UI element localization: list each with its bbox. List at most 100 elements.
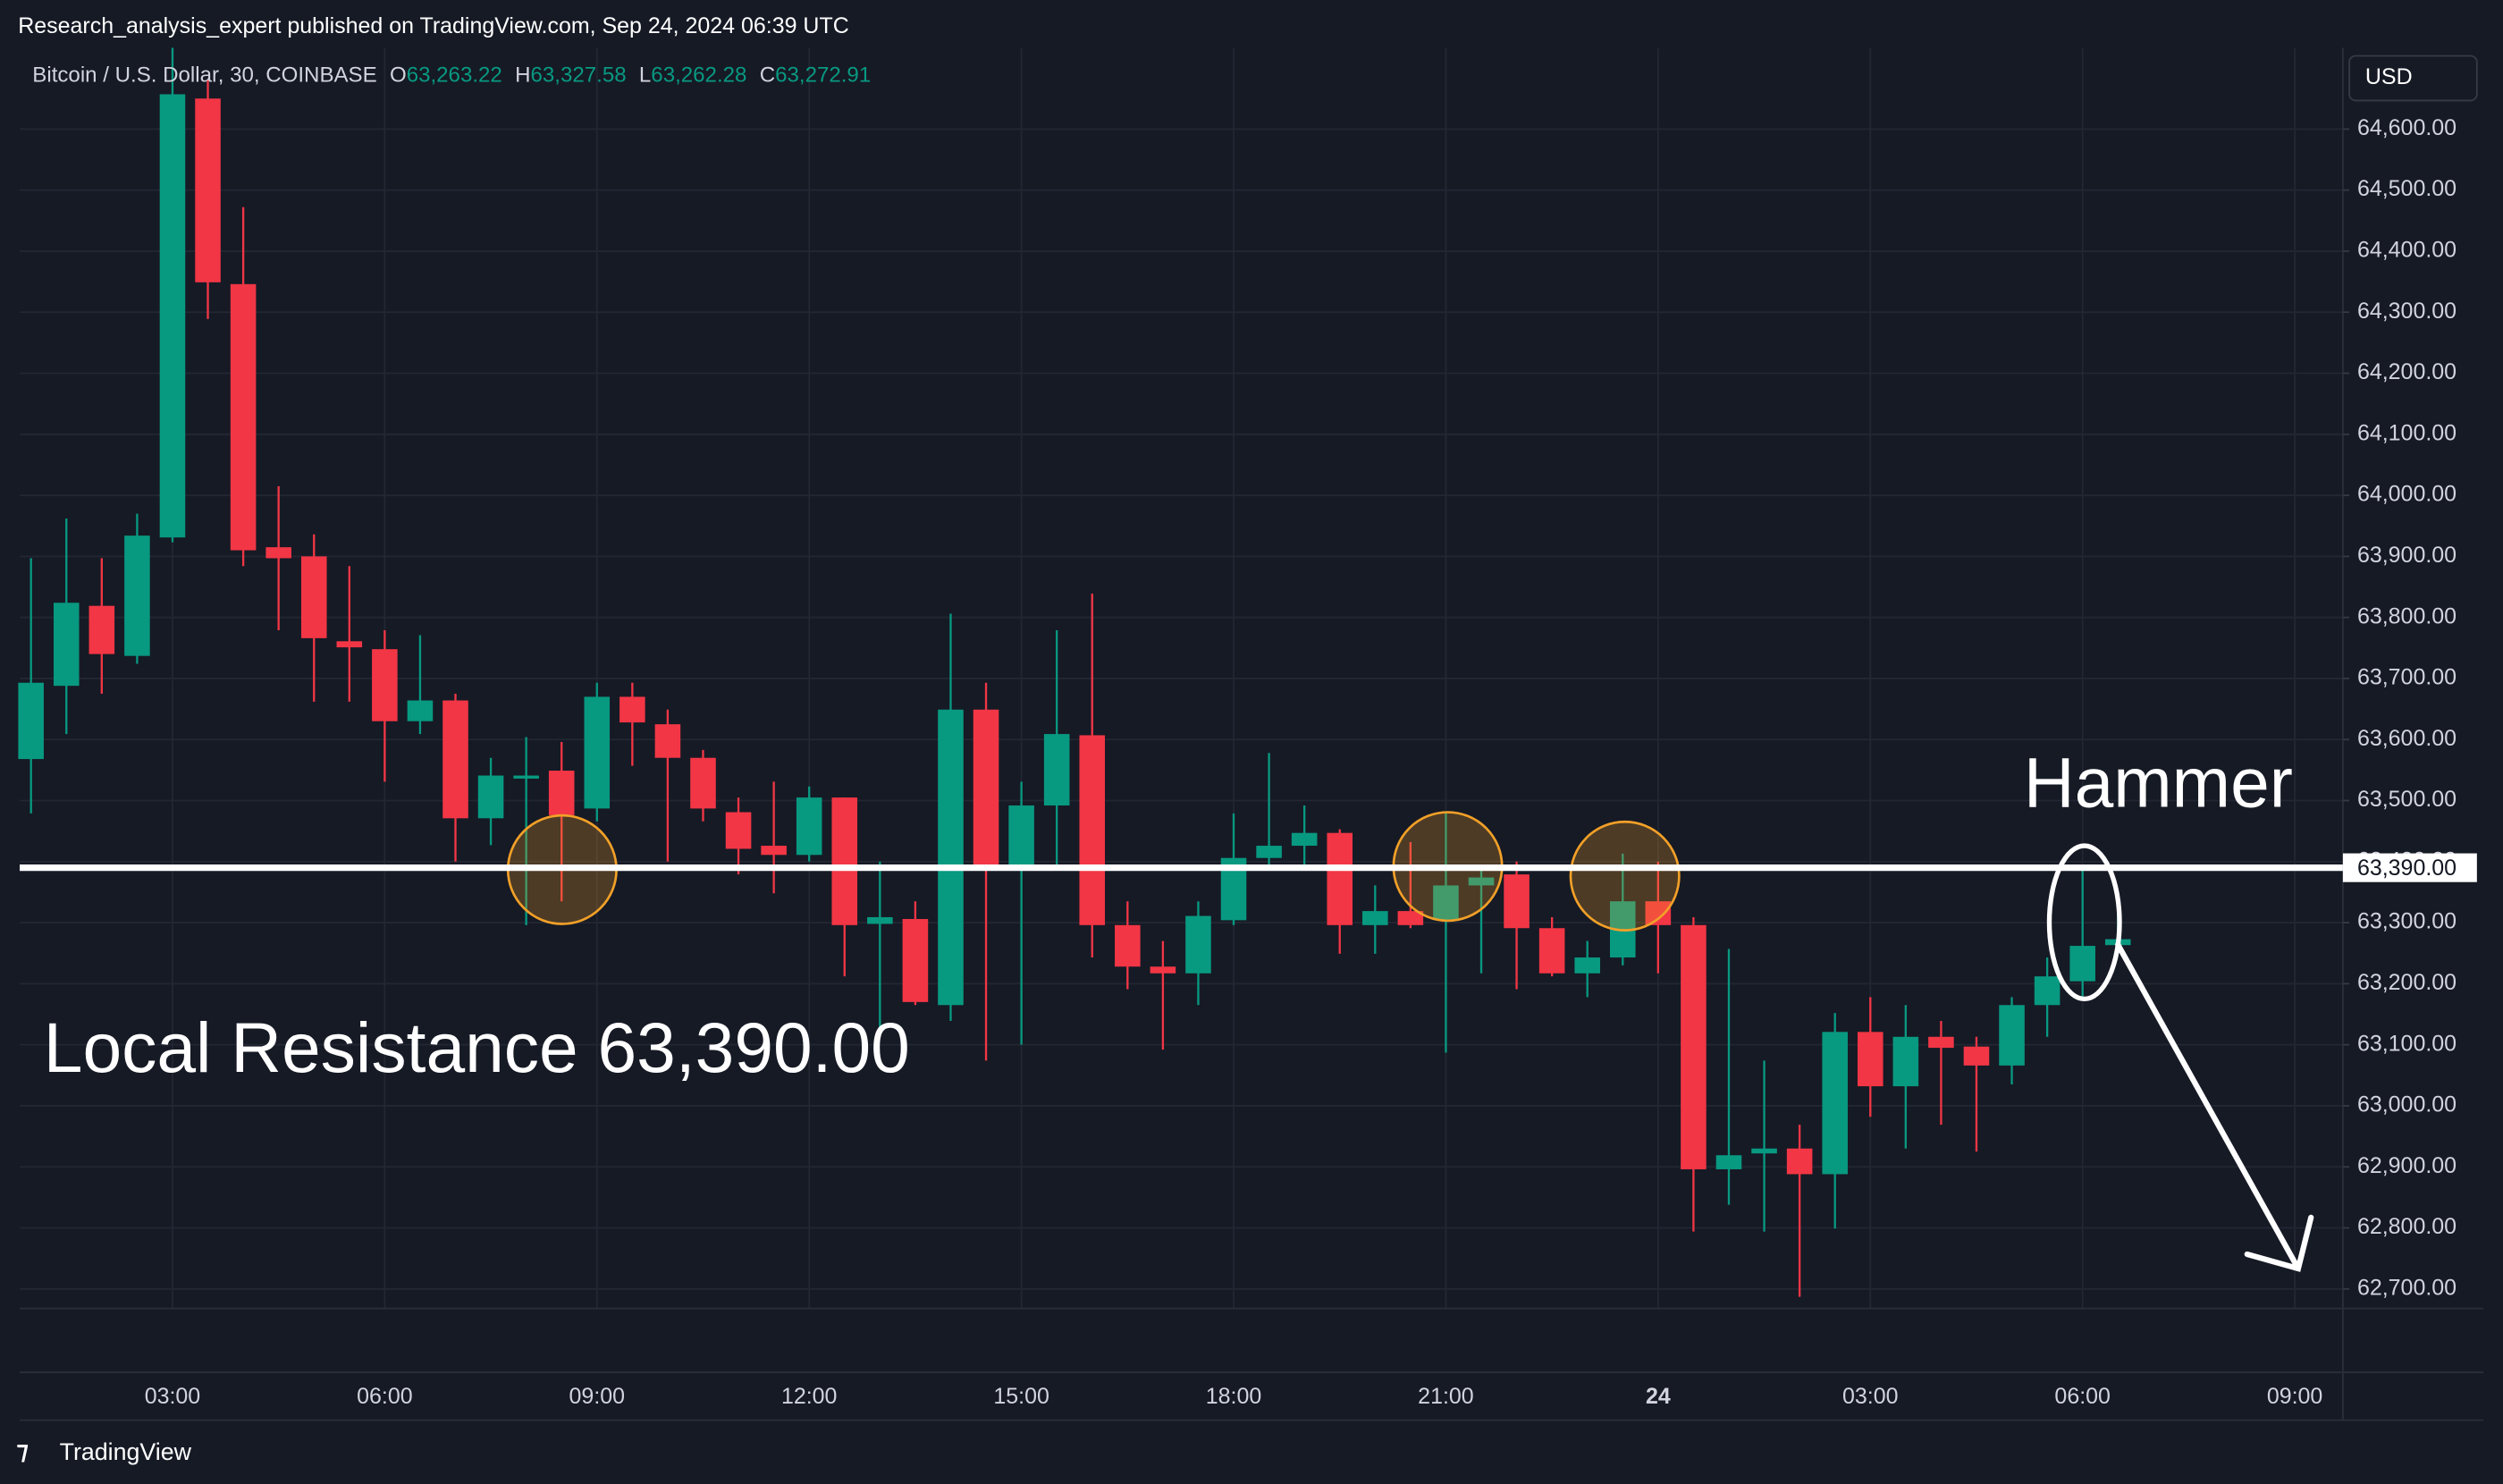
candle-body [725,812,752,849]
candle-body [1008,805,1034,870]
candle-body [1468,877,1495,886]
candle-body [300,556,327,638]
candle-body [1504,874,1530,929]
candle-body [1681,924,1707,1169]
candle-body [1715,1155,1742,1169]
y-tick-label: 63,700.00 [2357,665,2457,690]
grid [20,47,2343,1309]
legend-text: O [390,63,407,88]
candle-body [477,775,504,819]
x-tick-label: 03:00 [1842,1384,1898,1409]
currency-button[interactable] [2348,55,2478,102]
y-tick-label: 64,600.00 [2357,115,2457,140]
candle-body [619,696,645,723]
candle-body [1822,1032,1848,1175]
x-tick-label: 06:00 [357,1384,412,1409]
candle-body [1327,832,1353,925]
candle-body [761,846,787,856]
candle-body [265,547,291,559]
candle-body [2034,976,2061,1006]
legend-text: H [515,63,530,88]
y-tick-label: 62,900.00 [2357,1153,2457,1178]
x-tick-label: 18:00 [1206,1384,1261,1409]
y-tick-label: 64,200.00 [2357,359,2457,384]
legend-text: 63,327.58 [531,63,627,88]
y-tick-label: 64,500.00 [2357,176,2457,201]
candle-body [18,682,44,760]
x-tick-label: 06:00 [2054,1384,2110,1409]
x-tick-label: 03:00 [145,1384,200,1409]
x-tick-label: 24 [1646,1384,1671,1409]
candle-body [654,724,681,758]
x-tick-label: 21:00 [1418,1384,1473,1409]
candle-body [1574,957,1600,974]
y-tick-label: 63,900.00 [2357,543,2457,568]
candle-body [195,98,221,282]
candle-body [1999,1005,2025,1066]
y-tick-label: 63,600.00 [2357,726,2457,751]
candle-body [2069,946,2095,982]
candles [18,47,2131,1297]
legend-text: Bitcoin / U.S. Dollar, 30, COINBASE [32,63,376,88]
x-tick-label: 15:00 [993,1384,1049,1409]
y-tick-label: 64,000.00 [2357,482,2457,507]
candle-body [690,757,716,809]
x-tick-label: 09:00 [2267,1384,2322,1409]
y-tick-label: 64,300.00 [2357,299,2457,324]
candle-body [513,775,539,779]
candle-body [372,649,398,721]
y-tick-label: 63,800.00 [2357,603,2457,628]
resistance-label: 63,390.00 [2357,856,2457,881]
header-text: Research_analysis_expert published on Tr… [18,13,849,38]
candle-body [1079,735,1106,925]
candle-body [88,605,115,654]
resistance-tag [2342,853,2477,882]
logo: TradingView [60,1438,192,1465]
candle-body [1433,885,1459,921]
currency-label[interactable]: USD [2365,64,2413,89]
candle-body [867,916,893,924]
y-tick-label: 63,000.00 [2357,1092,2457,1117]
y-tick-label: 63,300.00 [2357,909,2457,934]
candle-body [1150,966,1176,974]
highlight-circle [1569,820,1681,932]
candle-body [1043,734,1070,805]
candle-body [53,603,80,687]
candle-body [1857,1032,1884,1087]
candle-body [1645,901,1672,925]
candle-body [796,797,822,856]
candle-body [336,641,363,648]
arrow [2115,941,2314,1272]
y-tick-label: 62,800.00 [2357,1214,2457,1239]
candle-body [1397,911,1424,925]
legend-text: C [760,63,775,88]
candle-body [230,283,257,551]
legend: Bitcoin / U.S. Dollar, 30, COINBASE O63,2… [32,63,871,88]
y-tick-label: 64,400.00 [2357,238,2457,263]
candle-body [1786,1148,1813,1175]
candle-body [1892,1036,1919,1087]
candle-body [902,918,929,1002]
legend-text: 63,263.22 [407,63,502,88]
candle-body [1362,911,1388,925]
x-tick-label: 12:00 [781,1384,837,1409]
candle-body [938,709,964,1006]
candle-body [831,797,858,925]
candle-body [1963,1046,1990,1066]
annotation: Local Resistance 63,390.00 [44,1008,910,1087]
candle-body [442,700,468,819]
candle-body [548,771,575,815]
candle-body [124,535,150,656]
y-tick-label: 62,700.00 [2357,1275,2457,1300]
candle-body [584,696,611,809]
legend-text: 63,262.28 [651,63,746,88]
logo-mark: ⁊ [16,1437,28,1463]
candle-body [1751,1148,1777,1154]
candle-body [1256,846,1282,858]
candle-body [1928,1036,1954,1049]
y-tick-label: 64,100.00 [2357,420,2457,445]
annotation: Hammer [2024,744,2293,822]
legend-text: 63,272.91 [775,63,871,88]
